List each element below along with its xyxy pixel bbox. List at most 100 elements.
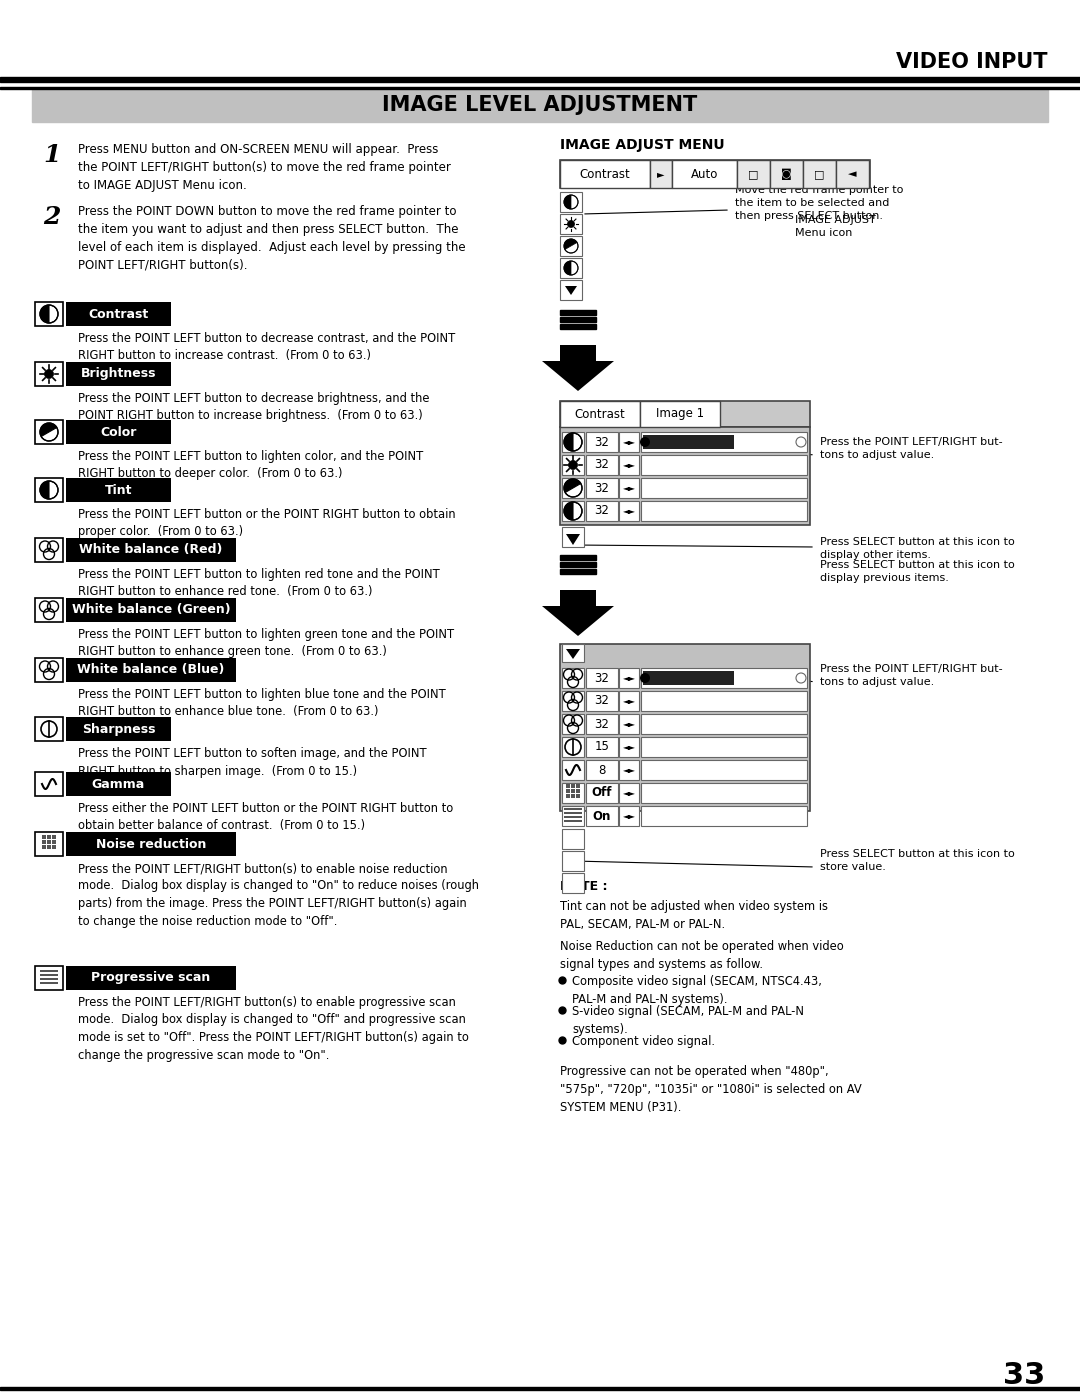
Bar [642,668,807,687]
Bar [619,455,639,475]
Text: Component video signal.: Component video signal. [572,1035,715,1048]
Bar [48,840,51,844]
Bar [562,760,584,780]
Bar [643,434,734,448]
Bar [564,807,582,810]
Wedge shape [40,481,49,499]
Text: 8: 8 [598,764,606,777]
Wedge shape [573,433,582,451]
Bar [561,569,596,574]
Text: 32: 32 [595,718,609,731]
Bar [561,236,582,256]
Wedge shape [564,433,573,451]
Bar [619,714,639,733]
Wedge shape [565,483,582,497]
Text: Color: Color [100,426,137,439]
Text: Off: Off [592,787,612,799]
Bar [586,806,618,826]
Text: Gamma: Gamma [92,778,145,791]
Bar [586,502,618,521]
Bar [586,782,618,803]
Bar [561,161,870,189]
Circle shape [44,369,54,379]
Text: 32: 32 [595,672,609,685]
Bar [571,784,575,788]
Bar [66,965,237,990]
Bar [586,738,618,757]
Bar [66,773,171,796]
Bar [32,88,1048,122]
Bar [35,773,63,796]
Bar [642,692,807,711]
Text: NOTE :: NOTE : [561,880,607,893]
Circle shape [640,437,650,447]
Bar [48,845,51,849]
Bar [66,658,237,682]
Text: ◄►: ◄► [622,719,635,728]
Text: ◄►: ◄► [622,507,635,515]
Bar [619,760,639,780]
Text: Press the POINT LEFT/RIGHT but-
tons to adjust value.: Press the POINT LEFT/RIGHT but- tons to … [820,664,1002,687]
Bar [561,644,810,812]
Bar [619,738,639,757]
Bar [562,432,584,453]
Wedge shape [41,427,58,441]
Wedge shape [565,243,578,253]
Text: White balance (Blue): White balance (Blue) [78,664,225,676]
Text: Press the POINT LEFT/RIGHT but-
tons to adjust value.: Press the POINT LEFT/RIGHT but- tons to … [820,437,1002,460]
Wedge shape [571,196,578,210]
Text: Noise Reduction can not be operated when video
signal types and systems as follo: Noise Reduction can not be operated when… [561,940,843,971]
Text: □: □ [748,169,759,179]
Text: ◄►: ◄► [622,437,635,447]
Wedge shape [40,423,57,436]
Bar [561,562,596,567]
Bar [836,161,869,189]
Text: Image 1: Image 1 [656,408,704,420]
Bar [564,812,582,814]
Bar [640,401,720,427]
Text: Press the POINT LEFT button to decrease contrast, and the POINT
RIGHT button to : Press the POINT LEFT button to decrease … [78,332,456,362]
Bar [562,738,584,757]
Wedge shape [564,261,571,275]
Circle shape [796,437,806,447]
Bar [642,432,807,453]
Bar [586,714,618,733]
Text: Progressive scan: Progressive scan [92,971,211,985]
Text: Press the POINT LEFT button to decrease brightness, and the
POINT RIGHT button t: Press the POINT LEFT button to decrease … [78,393,430,422]
Text: Press SELECT button at this icon to
store value.: Press SELECT button at this icon to stor… [820,849,1015,872]
Text: Tint can not be adjusted when video system is
PAL, SECAM, PAL-M or PAL-N.: Tint can not be adjusted when video syst… [561,900,828,930]
Bar [561,161,650,189]
Text: Press the POINT LEFT button to lighten blue tone and the POINT
RIGHT button to e: Press the POINT LEFT button to lighten b… [78,687,446,718]
Bar [619,478,639,497]
Bar [40,978,58,981]
Bar [66,302,171,326]
Text: 32: 32 [595,436,609,448]
Text: Press the POINT LEFT button to lighten red tone and the POINT
RIGHT button to en: Press the POINT LEFT button to lighten r… [78,569,440,598]
Text: Press the POINT LEFT button to lighten green tone and the POINT
RIGHT button to : Press the POINT LEFT button to lighten g… [78,629,454,658]
Bar [562,502,584,521]
Bar [642,806,807,826]
Text: ◄►: ◄► [622,483,635,493]
Bar [35,302,63,326]
Bar [586,760,618,780]
Text: Press the POINT LEFT button to lighten color, and the POINT
RIGHT button to deep: Press the POINT LEFT button to lighten c… [78,450,423,481]
Text: 32: 32 [595,482,609,495]
Bar [561,317,596,321]
Bar [566,784,570,788]
Bar [586,455,618,475]
Polygon shape [542,590,615,636]
Bar [66,833,237,856]
Bar [562,455,584,475]
Bar [586,478,618,497]
Text: 32: 32 [595,504,609,517]
Bar [35,362,63,386]
Bar [672,161,737,189]
Text: Press the POINT DOWN button to move the red frame pointer to
the item you want t: Press the POINT DOWN button to move the … [78,205,465,272]
Bar [66,362,171,386]
Text: VIDEO INPUT: VIDEO INPUT [896,52,1048,73]
Text: Press either the POINT LEFT button or the POINT RIGHT button to
obtain better ba: Press either the POINT LEFT button or th… [78,802,454,833]
Text: ◙: ◙ [781,168,792,180]
Text: IMAGE ADJUST MENU: IMAGE ADJUST MENU [561,138,725,152]
Text: 33: 33 [1002,1361,1045,1390]
Bar [66,717,171,740]
